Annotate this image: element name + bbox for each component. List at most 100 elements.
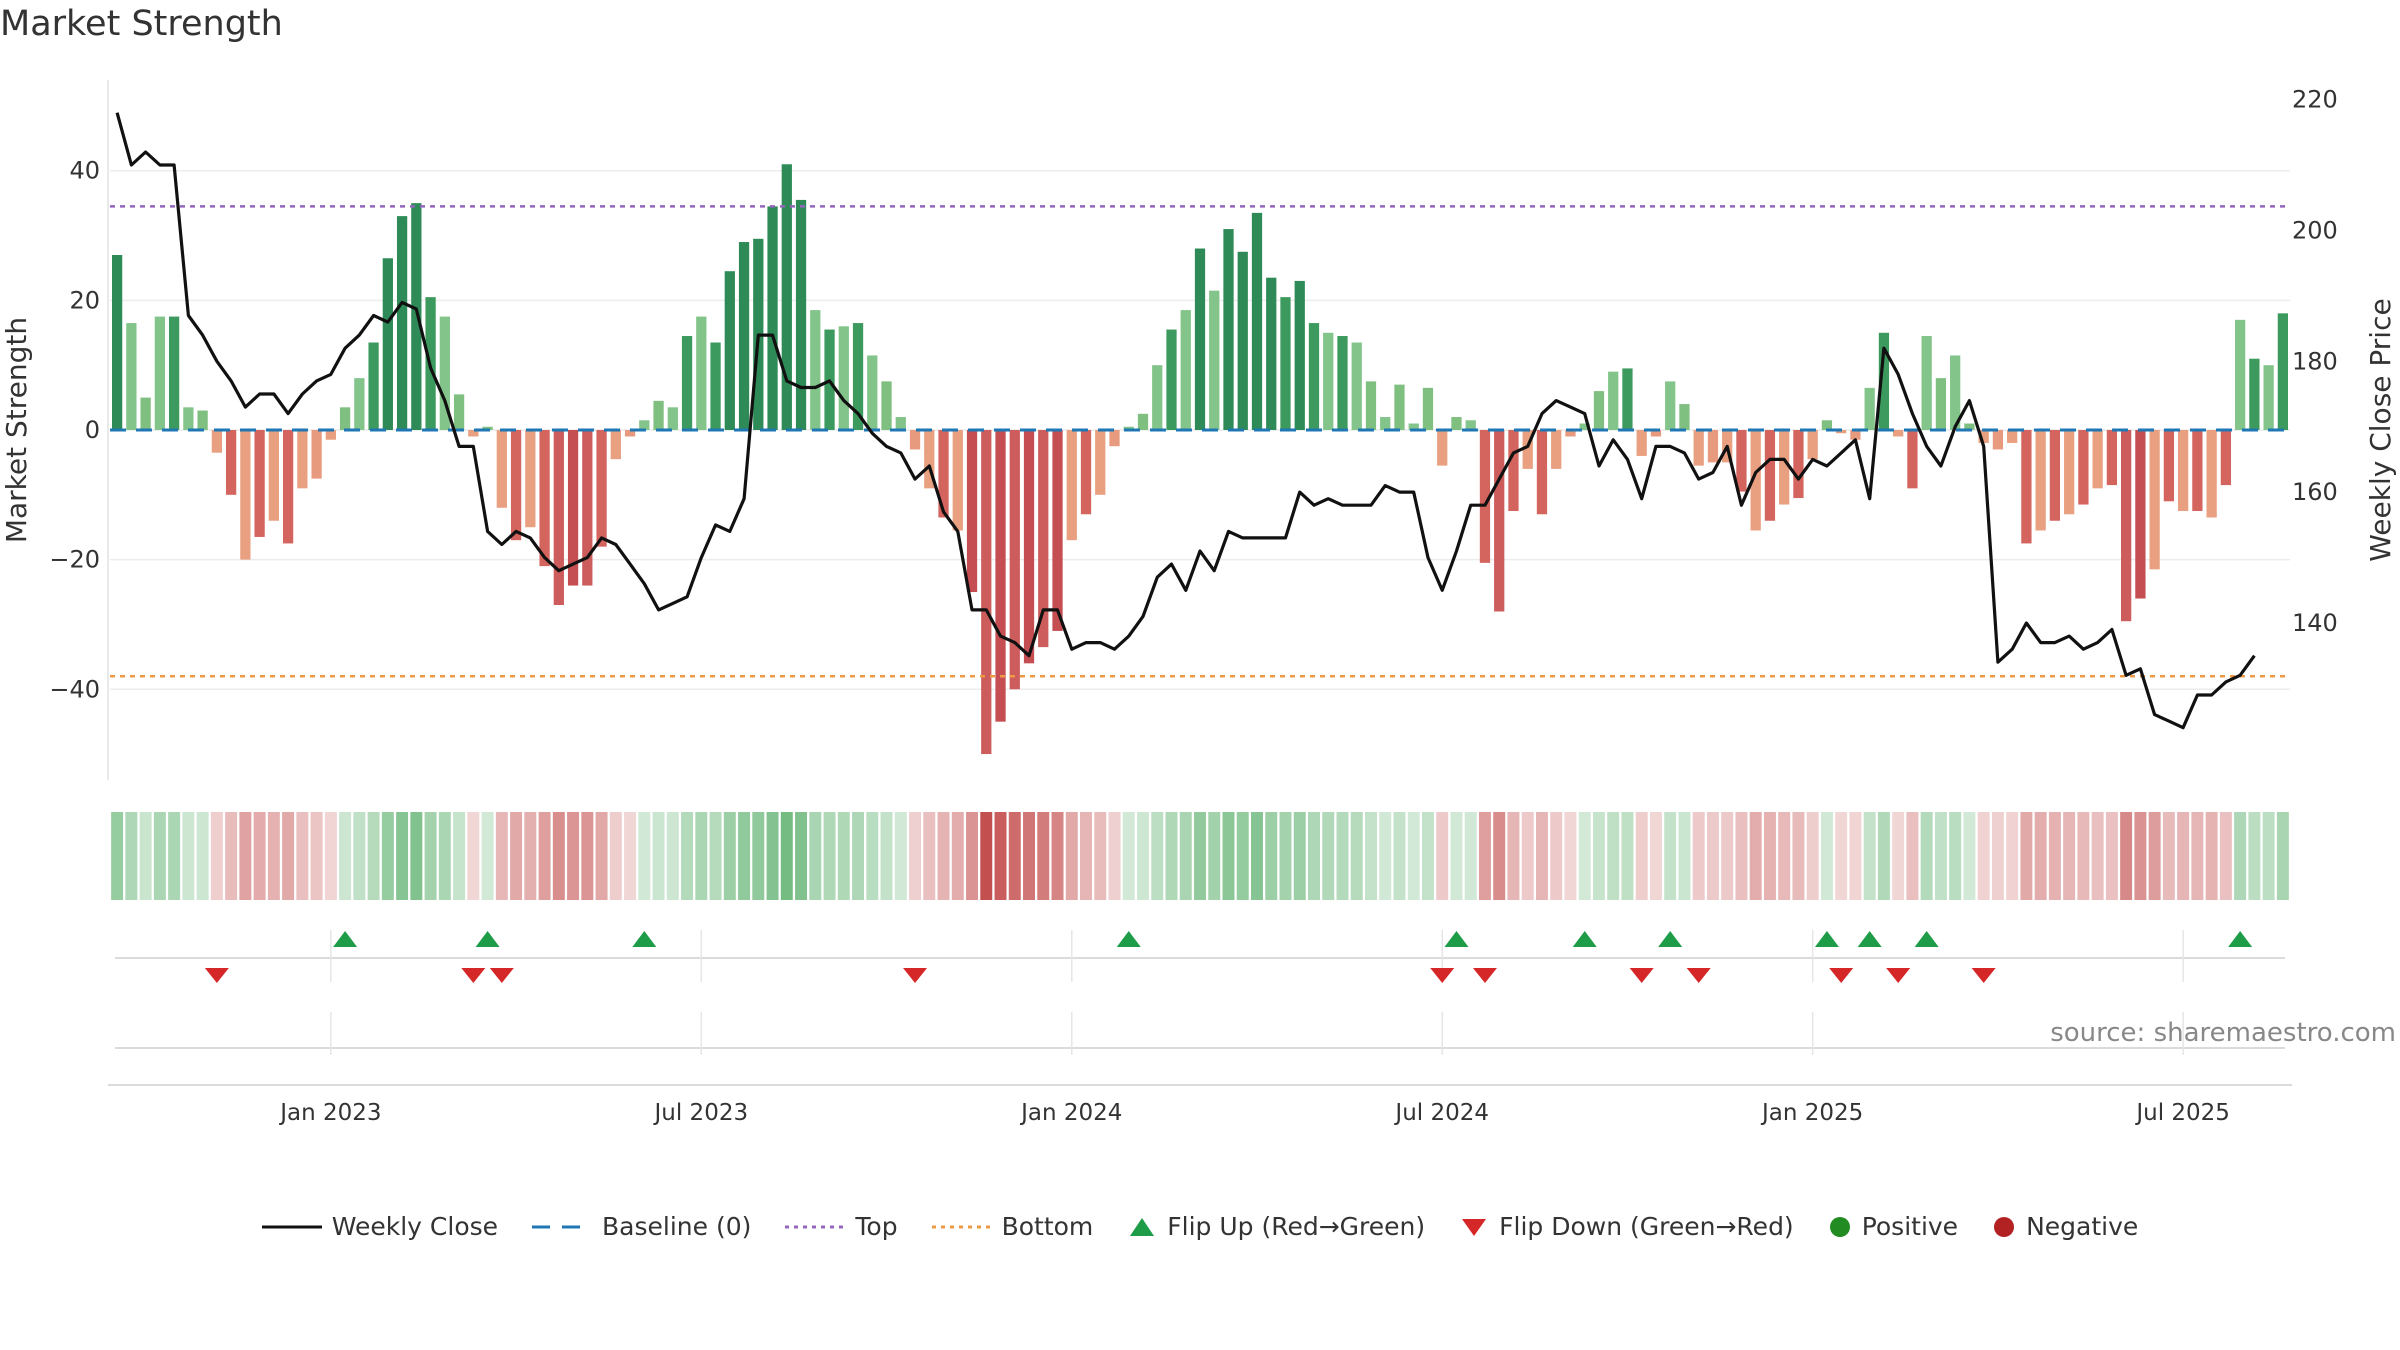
- negative-bar: [1992, 430, 2004, 450]
- positive-bar: [795, 199, 807, 430]
- negative-bar: [268, 430, 279, 521]
- negative-bar: [2092, 430, 2103, 489]
- heat-cell: [353, 812, 366, 900]
- positive-bar: [1679, 404, 1690, 430]
- heat-cell: [381, 812, 394, 900]
- heat-cell: [2177, 812, 2190, 900]
- negative-bar: [596, 430, 607, 547]
- heat-cell: [1179, 812, 1192, 900]
- positive-bar: [140, 397, 151, 430]
- negative-bar: [1494, 430, 1505, 612]
- heat-cell: [1578, 812, 1591, 900]
- negative-bar: [1793, 430, 1804, 499]
- flip-down-marker: [489, 968, 514, 983]
- heat-cell: [253, 812, 266, 900]
- x-tick-label: Jan 2024: [1019, 1100, 1122, 1126]
- positive-bar: [1337, 336, 1348, 430]
- positive-bar: [1821, 420, 1833, 430]
- heat-cell: [139, 812, 152, 900]
- right-tick-label: 160: [2292, 478, 2338, 506]
- negative-bar: [1052, 430, 1063, 631]
- positive-bar: [2235, 319, 2246, 430]
- negative-bar: [1038, 430, 1049, 648]
- heat-cell: [168, 812, 181, 900]
- chart-title: Market Strength: [0, 4, 283, 44]
- positive-bar: [1365, 381, 1377, 430]
- negative-bar: [952, 430, 963, 531]
- heat-cell: [624, 812, 637, 900]
- heat-cell: [1436, 812, 1449, 900]
- positive-bar: [411, 203, 422, 430]
- strength-bars: [111, 164, 2289, 755]
- positive-bar: [1152, 365, 1163, 430]
- flip-up-marker: [1814, 931, 1839, 947]
- heat-cell: [1065, 812, 1078, 900]
- heat-cell: [1963, 812, 1976, 900]
- negative-bar: [2007, 430, 2018, 443]
- negative-bar: [995, 430, 1006, 722]
- heat-cell: [2262, 812, 2275, 900]
- heat-cell: [1920, 812, 1933, 900]
- heat-cell: [1792, 812, 1805, 900]
- negative-bar: [1479, 430, 1491, 563]
- heat-cell: [495, 812, 508, 900]
- heat-cell: [1194, 812, 1206, 900]
- legend-positive: Positive: [1828, 1212, 1958, 1241]
- positive-bar: [738, 242, 750, 430]
- heat-cell: [282, 812, 295, 900]
- positive-bar: [453, 394, 465, 430]
- heat-cell: [1991, 812, 2004, 900]
- heat-cell: [1749, 812, 1762, 900]
- heat-cell: [524, 812, 537, 900]
- heat-cell: [467, 812, 480, 900]
- positive-bar: [1166, 329, 1177, 430]
- heat-cell: [780, 812, 793, 900]
- heat-cell: [2048, 812, 2061, 900]
- negative-bar: [1066, 430, 1077, 541]
- heat-cell: [1635, 812, 1648, 900]
- heat-cell: [1507, 812, 1520, 900]
- heat-cell: [1208, 812, 1221, 900]
- negative-bar: [525, 430, 536, 528]
- positive-bar: [767, 206, 778, 430]
- heat-cell: [852, 812, 865, 900]
- negative-bar: [553, 430, 564, 605]
- right-tick-label: 200: [2292, 216, 2338, 244]
- heat-cell: [1293, 812, 1306, 900]
- negative-bar: [582, 430, 593, 586]
- negative-bar: [468, 430, 479, 437]
- heat-cell: [894, 812, 907, 900]
- positive-bar: [197, 410, 208, 430]
- line-swatch-icon: [261, 1225, 322, 1228]
- left-tick-label: −20: [49, 546, 100, 574]
- heat-cell: [424, 812, 437, 900]
- positive-bar: [1579, 423, 1590, 430]
- negative-bar: [1764, 430, 1776, 521]
- positive-bar: [1323, 332, 1334, 430]
- heat-cell: [2020, 812, 2033, 900]
- heat-cell: [823, 812, 836, 900]
- heat-cell: [1550, 812, 1563, 900]
- negative-bar: [1807, 430, 1818, 460]
- positive-bar: [1408, 423, 1419, 430]
- heat-cell: [595, 812, 608, 900]
- heat-cell: [210, 812, 223, 900]
- positive-bar: [1964, 423, 1975, 430]
- negative-bar: [1779, 430, 1790, 505]
- heat-cell: [1892, 812, 1905, 900]
- legend-flip-down: Flip Down (Green→Red): [1459, 1212, 1794, 1241]
- negative-bar: [1522, 430, 1533, 469]
- flip-down-marker: [1886, 968, 1911, 983]
- heat-cell: [1108, 812, 1121, 900]
- positive-bar: [724, 271, 735, 430]
- heat-cell: [182, 812, 195, 900]
- heat-cell: [1094, 812, 1107, 900]
- heat-cell: [1934, 812, 1947, 900]
- negative-bar: [924, 430, 935, 489]
- flip-down-marker: [1686, 968, 1711, 983]
- heat-cell: [1393, 812, 1406, 900]
- x-tick-label: Jul 2023: [653, 1100, 749, 1126]
- positive-bar: [681, 336, 693, 430]
- heat-cell: [1592, 812, 1605, 900]
- right-axis-title: Weekly Close Price: [2364, 298, 2397, 561]
